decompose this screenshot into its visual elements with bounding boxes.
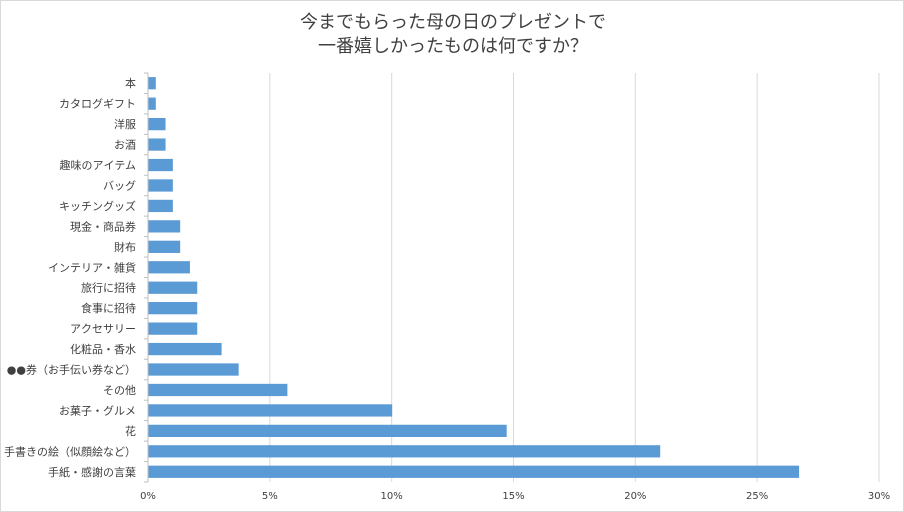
bar bbox=[148, 445, 661, 458]
bar bbox=[148, 97, 156, 110]
category-label: お菓子・グルメ bbox=[59, 403, 136, 417]
x-tick-label: 25% bbox=[746, 491, 768, 502]
bar bbox=[148, 383, 288, 397]
category-label: キッチングッズ bbox=[59, 199, 136, 213]
category-label: 手紙・感謝の言葉 bbox=[48, 465, 136, 479]
x-tick-label: 10% bbox=[381, 491, 403, 502]
category-label: 旅行に招待 bbox=[81, 281, 136, 295]
category-label: アクセサリー bbox=[70, 323, 136, 336]
category-label: 趣味のアイテム bbox=[60, 158, 136, 172]
chart-title: 今までもらった母の日のプレゼントで 一番嬉しかったものは何ですか？ bbox=[1, 11, 904, 59]
bar bbox=[148, 404, 393, 417]
bar bbox=[148, 77, 156, 90]
category-label: 財布 bbox=[114, 240, 136, 254]
category-label: ●●券（お手伝い券など） bbox=[7, 363, 136, 377]
category-label: カタログギフト bbox=[59, 97, 136, 111]
bar bbox=[148, 322, 198, 335]
category-label: バッグ bbox=[103, 178, 136, 192]
category-label: 化粧品・香水 bbox=[70, 342, 136, 356]
bar bbox=[148, 465, 800, 478]
bar bbox=[148, 138, 166, 151]
x-tick-label: 15% bbox=[502, 491, 524, 502]
category-label: 花 bbox=[125, 425, 136, 438]
category-label: その他 bbox=[103, 384, 136, 397]
bar bbox=[148, 158, 173, 172]
category-label: 洋服 bbox=[114, 117, 136, 131]
bar bbox=[148, 342, 222, 356]
bar bbox=[148, 424, 507, 438]
bar bbox=[148, 199, 173, 213]
bar bbox=[148, 261, 190, 274]
category-label: インテリア・雑貨 bbox=[48, 260, 136, 274]
category-label: お酒 bbox=[114, 139, 136, 152]
bar bbox=[148, 240, 181, 253]
category-label: 本 bbox=[125, 76, 136, 90]
chart-title-line-2: 一番嬉しかったものは何ですか？ bbox=[318, 36, 588, 57]
category-label: 現金・商品券 bbox=[70, 219, 136, 233]
chart-title-line-1: 今までもらった母の日のプレゼントで bbox=[300, 12, 606, 33]
x-tick-label: 20% bbox=[624, 491, 646, 502]
bar bbox=[148, 302, 198, 315]
bar bbox=[148, 117, 166, 131]
bar bbox=[148, 363, 239, 376]
bar bbox=[148, 281, 198, 294]
category-label: 手書きの絵（似顔絵など） bbox=[4, 444, 136, 458]
x-tick-label: 5% bbox=[262, 491, 278, 502]
bar bbox=[148, 220, 181, 233]
category-label: 食事に招待 bbox=[81, 301, 136, 315]
x-tick-label: 0% bbox=[140, 491, 156, 502]
x-tick-label: 30% bbox=[868, 491, 890, 502]
bar bbox=[148, 179, 173, 192]
